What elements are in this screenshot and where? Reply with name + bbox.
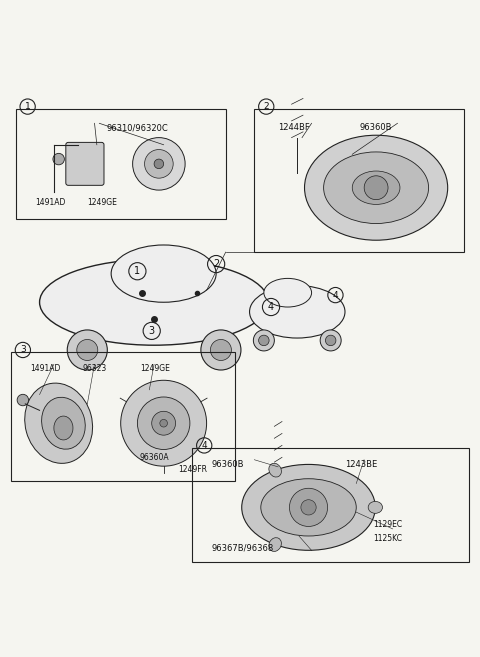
Text: 4: 4 — [202, 441, 207, 450]
Ellipse shape — [111, 245, 216, 302]
Text: 1243BE: 1243BE — [345, 460, 377, 468]
Text: 96367B/96368: 96367B/96368 — [211, 544, 274, 553]
Circle shape — [120, 380, 206, 466]
Bar — [16, 109, 226, 219]
Text: 1129EC: 1129EC — [373, 520, 403, 529]
Circle shape — [132, 137, 185, 190]
Ellipse shape — [54, 416, 73, 440]
Circle shape — [160, 419, 168, 427]
Circle shape — [289, 488, 328, 526]
Text: 4: 4 — [333, 290, 338, 300]
Ellipse shape — [269, 463, 281, 477]
Ellipse shape — [304, 135, 448, 240]
Ellipse shape — [264, 279, 312, 307]
Text: 96360B: 96360B — [360, 124, 392, 132]
Ellipse shape — [324, 152, 429, 223]
Circle shape — [210, 340, 231, 361]
Bar — [254, 109, 464, 252]
Text: 1: 1 — [134, 266, 141, 276]
Circle shape — [67, 330, 108, 370]
Text: 2: 2 — [213, 259, 219, 269]
Circle shape — [77, 340, 98, 361]
Circle shape — [137, 397, 190, 449]
Text: 1491AD: 1491AD — [35, 198, 65, 207]
Text: 96360A: 96360A — [140, 453, 169, 462]
Circle shape — [259, 335, 269, 346]
Circle shape — [144, 150, 173, 178]
Ellipse shape — [261, 479, 356, 536]
Text: 4: 4 — [268, 302, 274, 312]
Circle shape — [53, 153, 64, 165]
Text: 1249FR: 1249FR — [178, 465, 207, 474]
Text: 1: 1 — [25, 102, 31, 111]
Circle shape — [152, 411, 176, 435]
Circle shape — [301, 500, 316, 515]
Text: 96310/96320C: 96310/96320C — [107, 124, 168, 132]
Ellipse shape — [368, 501, 383, 513]
Ellipse shape — [250, 286, 345, 338]
Text: 96360B: 96360B — [211, 460, 244, 468]
Text: 3: 3 — [149, 326, 155, 336]
Circle shape — [17, 394, 29, 406]
Ellipse shape — [242, 464, 375, 551]
Circle shape — [154, 159, 164, 169]
Ellipse shape — [269, 537, 281, 551]
Text: 1491AD: 1491AD — [30, 364, 60, 373]
Circle shape — [201, 330, 241, 370]
Bar — [11, 352, 235, 481]
Text: 1244BF: 1244BF — [278, 124, 310, 132]
Ellipse shape — [42, 397, 85, 449]
Circle shape — [253, 330, 275, 351]
Text: 3: 3 — [20, 346, 26, 355]
Text: 1249GE: 1249GE — [140, 364, 169, 373]
Ellipse shape — [352, 171, 400, 204]
Text: 96323: 96323 — [83, 364, 107, 373]
Circle shape — [325, 335, 336, 346]
Circle shape — [320, 330, 341, 351]
Text: 1125KC: 1125KC — [373, 534, 403, 543]
Ellipse shape — [25, 383, 93, 463]
Text: 1249GE: 1249GE — [87, 198, 117, 207]
Ellipse shape — [39, 260, 269, 345]
FancyBboxPatch shape — [66, 143, 104, 185]
Text: 2: 2 — [264, 102, 269, 111]
Bar — [192, 448, 469, 562]
Circle shape — [364, 176, 388, 200]
